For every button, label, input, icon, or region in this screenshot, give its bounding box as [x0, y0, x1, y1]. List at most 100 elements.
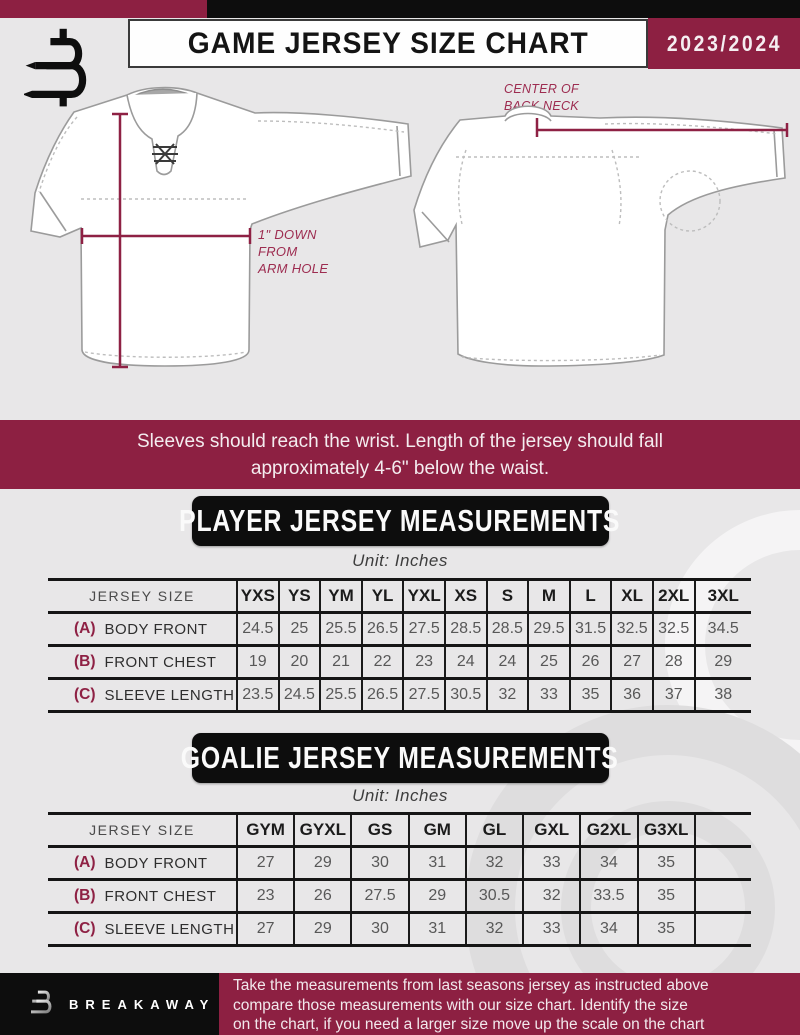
measurement-value: 31 [410, 914, 467, 944]
measurement-value: 33 [524, 914, 582, 944]
season-label: 2023/2024 [666, 30, 782, 56]
measurement-value: 35 [639, 914, 696, 944]
size-column-header: XS [446, 581, 488, 611]
footer-brand-name: BREAKAWAY [69, 996, 216, 1012]
measurement-value: 25.5 [321, 680, 363, 710]
size-column-header: YS [280, 581, 322, 611]
measurement-value: 25 [280, 614, 322, 644]
measurement-key: (C) [74, 920, 96, 937]
jersey-diagrams [30, 86, 789, 369]
size-column-header: G2XL [581, 815, 639, 845]
measurement-value: 32 [524, 881, 582, 911]
size-column-header: GXL [524, 815, 582, 845]
measurement-value: 27.5 [404, 614, 446, 644]
measurement-value: 26.5 [363, 680, 405, 710]
measurement-value: 26 [295, 881, 353, 911]
measurement-value: 31.5 [571, 614, 613, 644]
measurement-value: 30.5 [467, 881, 525, 911]
measurement-value: 27 [238, 848, 296, 878]
measurement-row-label: (B) FRONT CHEST [48, 647, 238, 677]
footer-note-line-2: compare those measurements with our size… [233, 996, 688, 1014]
measurement-row-label: (A) BODY FRONT [48, 614, 238, 644]
measurement-value: 30 [352, 914, 410, 944]
size-column-header: YM [321, 581, 363, 611]
size-column-header: YL [363, 581, 405, 611]
measurement-value: 32.5 [654, 614, 696, 644]
measurement-name: FRONT CHEST [104, 887, 217, 905]
measurement-value: 35 [571, 680, 613, 710]
goalie-section-heading-label: GOALIE JERSEY MEASUREMENTS [181, 740, 619, 775]
size-column-header: G3XL [639, 815, 696, 845]
measurement-value: 29 [295, 914, 353, 944]
measurement-key: (C) [74, 686, 96, 703]
measurement-value: 33.5 [581, 881, 639, 911]
measurement-value: 23.5 [238, 680, 280, 710]
size-table-row: (C) SLEEVE LENGTH 27 29 30 31 32 33 34 35 [48, 911, 751, 944]
measurement-value: 29 [714, 653, 733, 670]
measurement-key: (B) [74, 887, 96, 904]
measurement-value: 32.5 [612, 614, 654, 644]
size-column-header [696, 815, 751, 845]
size-table-row: (B) FRONT CHEST 19 20 21 22 23 24 24 25 26 27 28 29 [48, 644, 751, 677]
size-column-header: GM [410, 815, 467, 845]
size-column-header: L [571, 581, 613, 611]
measurement-value: 26.5 [363, 614, 405, 644]
size-table-header-row: JERSEY SIZE YXS YS YM YL YXL XS S M L XL 2XL 3XL [48, 578, 751, 611]
size-table-row: (A) BODY FRONT 24.5 25 25.5 26.5 27.5 28.5 28.5 2… [48, 611, 751, 644]
size-table-row-header: JERSEY SIZE [48, 581, 238, 611]
measure-note-b: 1" DOWN FROM ARM HOLE [258, 227, 329, 276]
size-column-header: GYXL [295, 815, 353, 845]
size-table-header-row: JERSEY SIZE GYM GYXL GS GM GL GXL G2XL G3XL [48, 812, 751, 845]
player-unit-label: Unit: Inches [352, 551, 448, 570]
size-column-header: S [488, 581, 530, 611]
measurement-value: 24.5 [280, 680, 322, 710]
measurement-value [696, 914, 751, 944]
footer-note-line-1: Take the measurements from last seasons … [233, 977, 709, 994]
size-table-row-header: JERSEY SIZE [48, 815, 238, 845]
goalie-section-heading-wrap: GOALIE JERSEY MEASUREMENTS [0, 733, 800, 783]
measurement-value: 32 [467, 848, 525, 878]
measurement-value: 29 [410, 881, 467, 911]
measurement-value: 25.5 [321, 614, 363, 644]
measurement-name: SLEEVE LENGTH [104, 920, 235, 938]
goalie-size-table: JERSEY SIZE GYM GYXL GS GM GL GXL G2XL G3XL (A) BO… [48, 812, 751, 947]
measurement-value: 34 [581, 848, 639, 878]
measurement-value: 29 [295, 848, 353, 878]
measurement-value: 36 [612, 680, 654, 710]
measurement-row-label: (C) SLEEVE LENGTH [48, 680, 238, 710]
measurement-name: SLEEVE LENGTH [104, 686, 235, 704]
player-section-heading-wrap: PLAYER JERSEY MEASUREMENTS [0, 496, 800, 546]
measurement-value: 29.5 [529, 614, 571, 644]
banner-line-1: Sleeves should reach the wrist. Length o… [137, 431, 663, 452]
measurement-value: 24 [446, 647, 488, 677]
measurement-value: 24.5 [238, 614, 280, 644]
measurement-value: 33 [529, 680, 571, 710]
size-column-header: 2XL [654, 581, 696, 611]
measurement-key: (A) [74, 620, 96, 637]
size-table-row: (A) BODY FRONT 27 29 30 31 32 33 34 35 [48, 845, 751, 878]
player-size-table: JERSEY SIZE YXS YS YM YL YXL XS S M L XL 2XL 3XL (A) B… [48, 578, 751, 713]
footer-logo-icon [28, 985, 58, 1024]
size-column-header: GYM [238, 815, 296, 845]
measurement-value: 34 [581, 914, 639, 944]
measurement-value: 27 [612, 647, 654, 677]
measurement-value: 19 [238, 647, 280, 677]
measurement-value: 23 [404, 647, 446, 677]
measurement-value: 21 [321, 647, 363, 677]
size-column-header: YXL [404, 581, 446, 611]
size-table-row: (C) SLEEVE LENGTH 23.5 24.5 25.5 26.5 27.5 30.5… [48, 677, 751, 710]
measurement-value: 25 [529, 647, 571, 677]
measurement-value: 27.5 [352, 881, 410, 911]
measurement-value: 20 [280, 647, 322, 677]
measurement-value: 34.5 [707, 620, 739, 637]
measurement-value: 32 [488, 680, 530, 710]
measurement-name: BODY FRONT [104, 620, 208, 638]
measurement-value: 23 [238, 881, 296, 911]
measurement-value: 28.5 [446, 614, 488, 644]
season-badge: 2023/2024 [648, 18, 800, 69]
size-column-header: YXS [238, 581, 280, 611]
measurement-value: 24 [488, 647, 530, 677]
banner-line-2: approximately 4-6" below the waist. [250, 458, 550, 479]
measurement-value: 26 [571, 647, 613, 677]
